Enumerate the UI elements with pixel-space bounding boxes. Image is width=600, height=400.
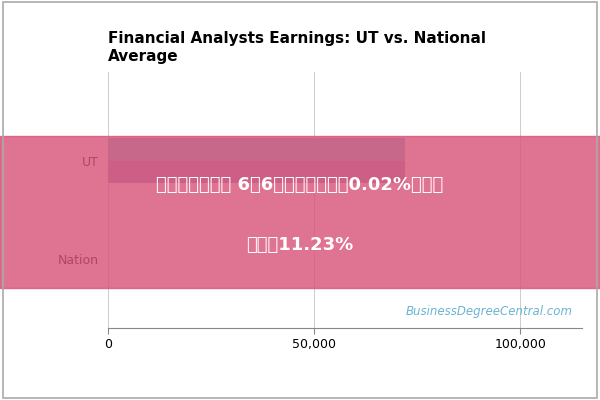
Bar: [108, 161, 405, 183]
Bar: [108, 138, 405, 161]
Text: 炒股可以借钱吗 6月6日常银转债下跌0.02%，转股: 炒股可以借钱吗 6月6日常银转债下跌0.02%，转股: [157, 176, 443, 194]
Text: 溢价率11.23%: 溢价率11.23%: [247, 236, 353, 254]
Text: Financial Analysts Earnings: UT vs. National
Average: Financial Analysts Earnings: UT vs. Nati…: [108, 32, 486, 64]
Text: BusinessDegreeCentral.com: BusinessDegreeCentral.com: [406, 305, 572, 318]
